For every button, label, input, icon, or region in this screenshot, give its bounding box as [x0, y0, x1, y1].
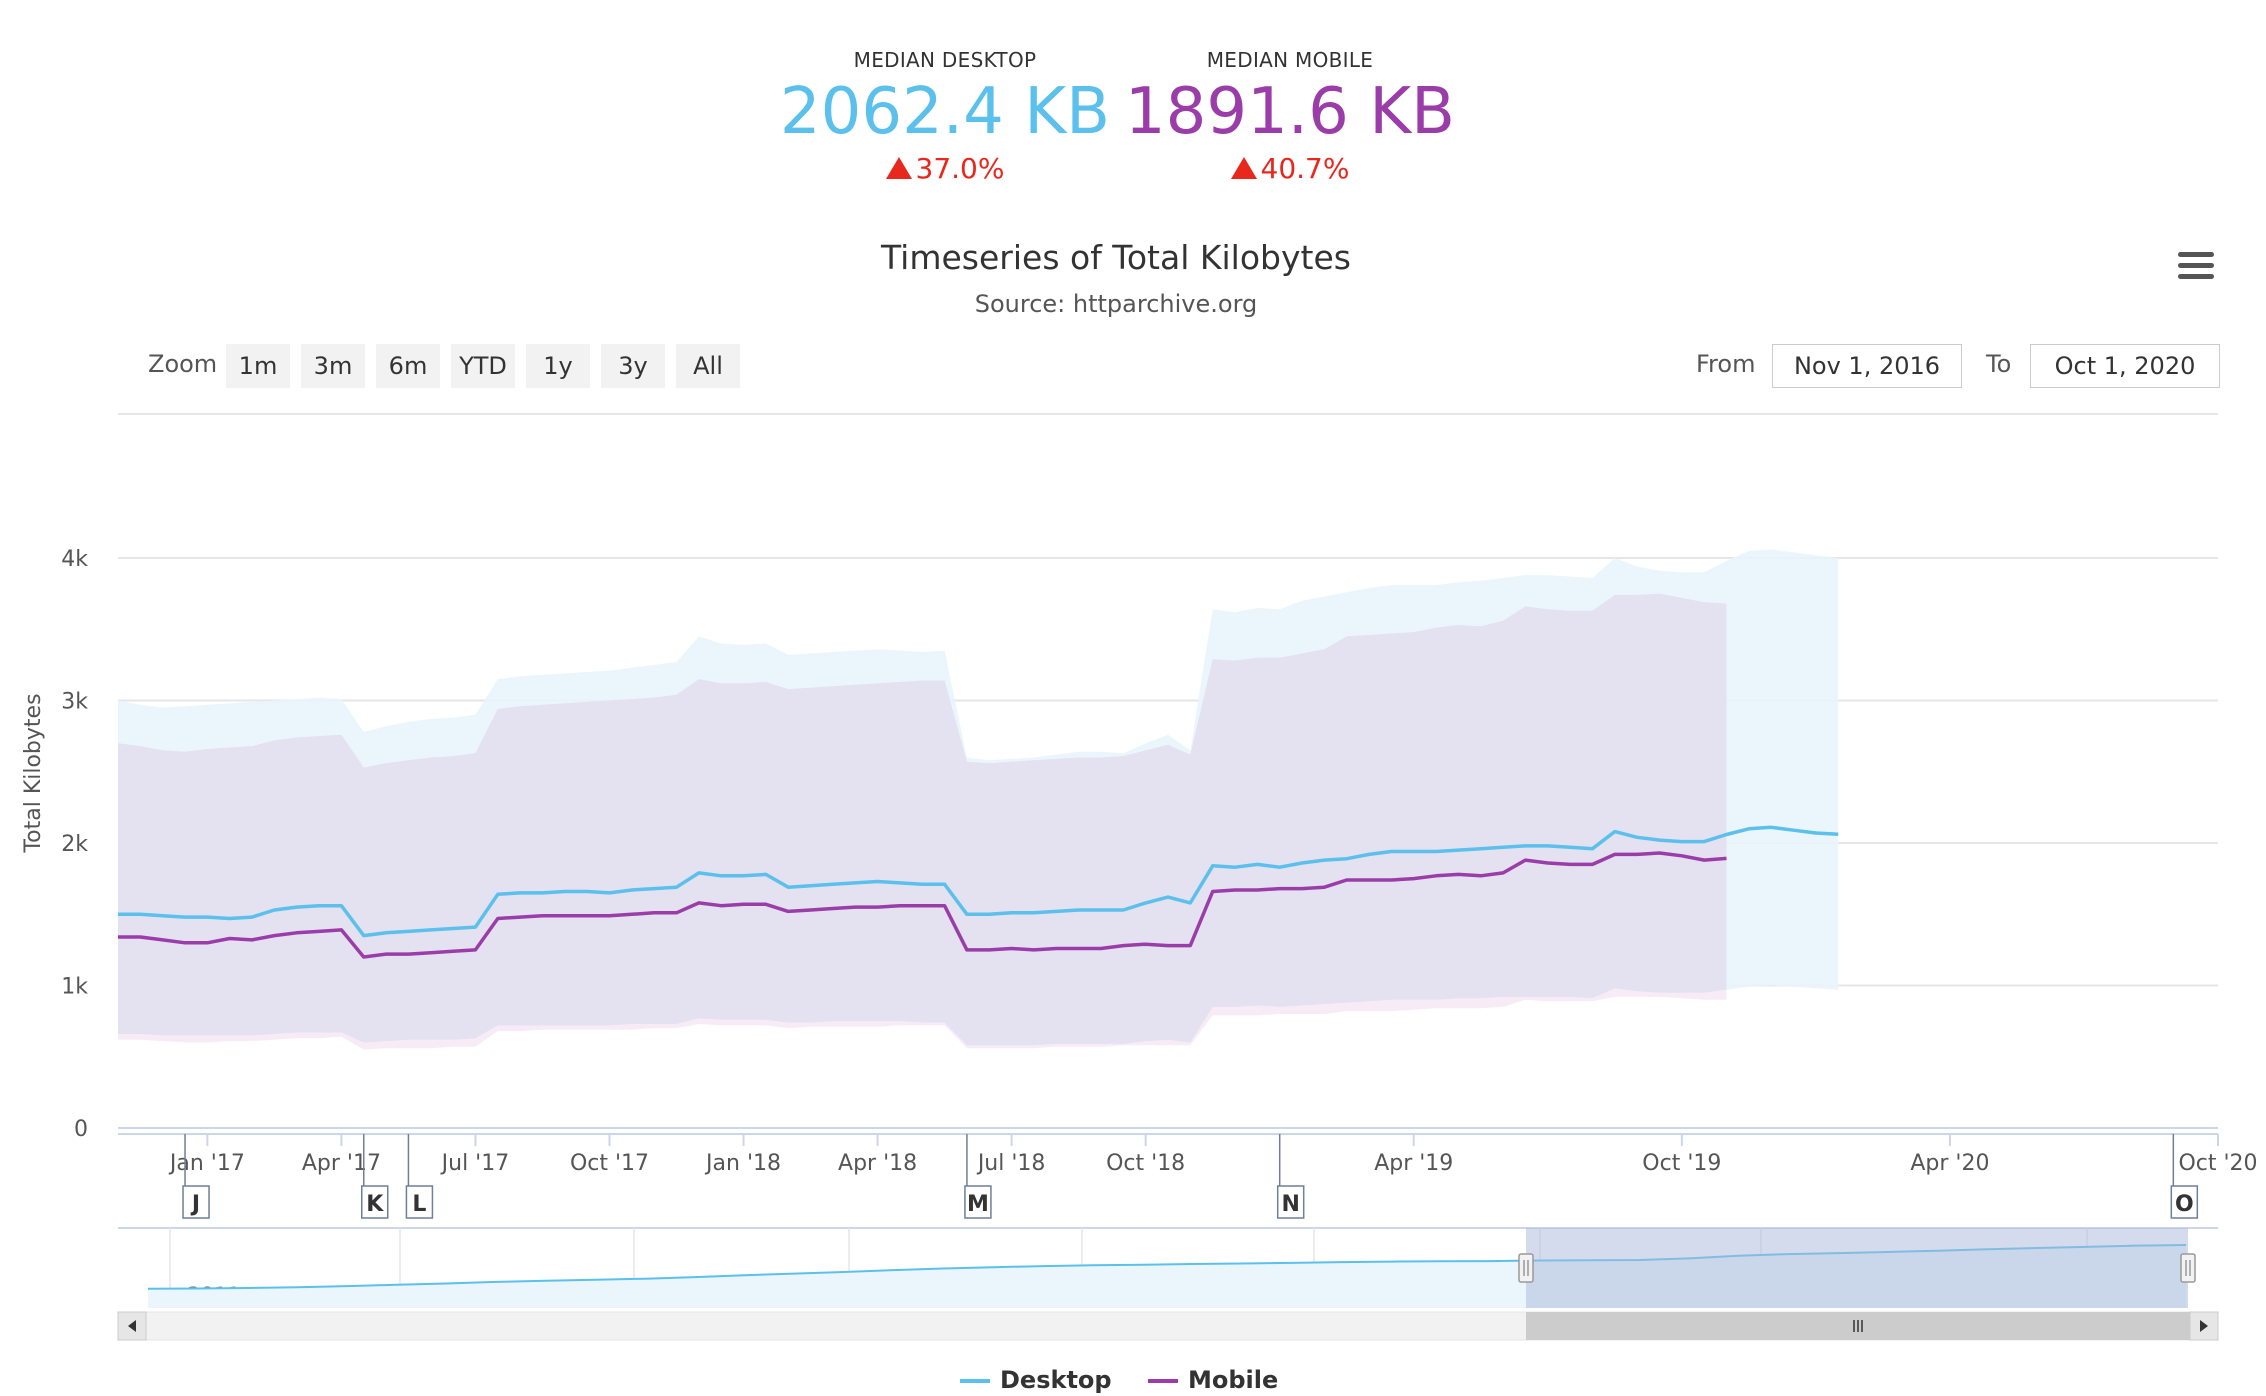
to-date-input[interactable]: Oct 1, 2020	[2030, 344, 2220, 388]
y-axis-title: Total Kilobytes	[21, 693, 46, 853]
median-mobile-stat: MEDIAN MOBILE 1891.6 KB 40.7%	[1100, 48, 1480, 185]
x-tick-label: Oct '19	[1642, 1151, 1721, 1176]
x-tick-label: Apr '19	[1374, 1151, 1453, 1176]
legend-mobile-swatch	[1148, 1379, 1178, 1383]
zoom-label: Zoom	[148, 350, 218, 378]
legend-item-mobile[interactable]: Mobile	[1148, 1366, 1278, 1394]
zoom-ytd-button[interactable]: YTD	[451, 344, 515, 388]
flag-box	[360, 1185, 389, 1219]
x-tick-label: Oct '20	[2178, 1151, 2257, 1176]
legend-desktop-swatch	[960, 1379, 990, 1383]
median-desktop-change: 37.0%	[755, 152, 1135, 185]
zoom-3m-button[interactable]: 3m	[301, 344, 365, 388]
x-tick-label: Jul '17	[440, 1151, 510, 1176]
flag-box	[964, 1185, 992, 1219]
flag-label: L	[412, 1192, 426, 1217]
series-line-desktop	[118, 825, 1839, 938]
y-tick-label: 4k	[61, 547, 88, 572]
flag-box	[2170, 1185, 2199, 1219]
zoom-6m-button[interactable]: 6m	[376, 344, 440, 388]
scroll-right-arrow-icon	[2200, 1320, 2208, 1332]
median-desktop-label: MEDIAN DESKTOP	[853, 48, 1037, 72]
legend-desktop-label: Desktop	[1000, 1366, 1112, 1394]
navigator-selected-range	[1526, 1228, 2188, 1308]
scroll-left-arrow-icon	[128, 1320, 136, 1332]
from-label: From	[1696, 350, 1756, 378]
range-bands	[118, 549, 1839, 1050]
to-label: To	[1986, 350, 2012, 378]
chart-title: Timeseries of Total Kilobytes	[881, 238, 1351, 277]
x-tick-label: Oct '17	[570, 1151, 649, 1176]
y-tick-label: 0	[74, 1117, 88, 1142]
median-desktop-change-text: 37.0%	[915, 152, 1005, 185]
median-desktop-value: 2062.4 KB	[779, 75, 1111, 149]
flag-label: K	[366, 1192, 384, 1217]
flag-box	[1276, 1185, 1305, 1219]
median-mobile-change: 40.7%	[1100, 152, 1480, 185]
x-tick-label: Jul '18	[976, 1151, 1046, 1176]
navigator-handle	[2180, 1253, 2196, 1283]
flag-box	[405, 1185, 434, 1219]
hamburger-menu-icon[interactable]	[2178, 252, 2214, 280]
range-band-overlap	[118, 593, 1727, 1046]
median-mobile-change-text: 40.7%	[1260, 152, 1350, 185]
navigator[interactable]: 201120122013201420152016201720182020	[117, 1227, 2219, 1341]
median-mobile-value: 1891.6 KB	[1124, 75, 1456, 149]
navigator-handle	[1518, 1253, 1534, 1283]
zoom-3y-button[interactable]: 3y	[601, 344, 665, 388]
x-tick-label: Apr '17	[302, 1151, 381, 1176]
zoom-all-button[interactable]: All	[676, 344, 740, 388]
flag-label: N	[1281, 1192, 1299, 1217]
x-tick-label: Apr '20	[1910, 1151, 1989, 1176]
flag-label: M	[967, 1192, 989, 1217]
legend: Desktop Mobile	[0, 1366, 2266, 1396]
series-line-mobile	[118, 851, 1727, 959]
y-tick-label: 1k	[61, 975, 88, 1000]
x-tick-label: Apr '18	[838, 1151, 917, 1176]
summary-stats: MEDIAN DESKTOP 2062.4 KB 37.0% MEDIAN MO…	[0, 48, 2266, 198]
x-tick-label: Jan '17	[168, 1151, 245, 1176]
scrollbar-thumb	[1526, 1312, 2192, 1340]
flag-label: O	[2175, 1192, 2194, 1217]
x-tick-label: Oct '18	[1106, 1151, 1185, 1176]
chart-subtitle: Source: httparchive.org	[974, 290, 1258, 318]
zoom-1m-button[interactable]: 1m	[226, 344, 290, 388]
event-flags: J K L M N O	[182, 1134, 2199, 1219]
increase-triangle-icon	[885, 157, 912, 179]
median-mobile-label: MEDIAN MOBILE	[1206, 48, 1374, 72]
legend-mobile-label: Mobile	[1188, 1366, 1279, 1394]
y-axis: 0 1k 2k 3k 4k	[61, 547, 88, 1142]
increase-triangle-icon	[1230, 157, 1257, 179]
legend-item-desktop[interactable]: Desktop	[960, 1366, 1112, 1394]
x-tick-label: Jan '18	[704, 1151, 781, 1176]
from-date-input[interactable]: Nov 1, 2016	[1772, 344, 1962, 388]
flag-label: J	[190, 1192, 200, 1217]
y-tick-label: 2k	[61, 832, 88, 857]
series-lines	[118, 825, 1839, 959]
x-axis: Jan '17 Apr '17 Jul '17 Oct '17 Jan '18 Apr '…	[118, 1133, 2258, 1176]
flag-box	[182, 1185, 210, 1219]
y-tick-label: 3k	[61, 690, 88, 715]
zoom-1y-button[interactable]: 1y	[526, 344, 590, 388]
median-desktop-stat: MEDIAN DESKTOP 2062.4 KB 37.0%	[755, 48, 1135, 185]
